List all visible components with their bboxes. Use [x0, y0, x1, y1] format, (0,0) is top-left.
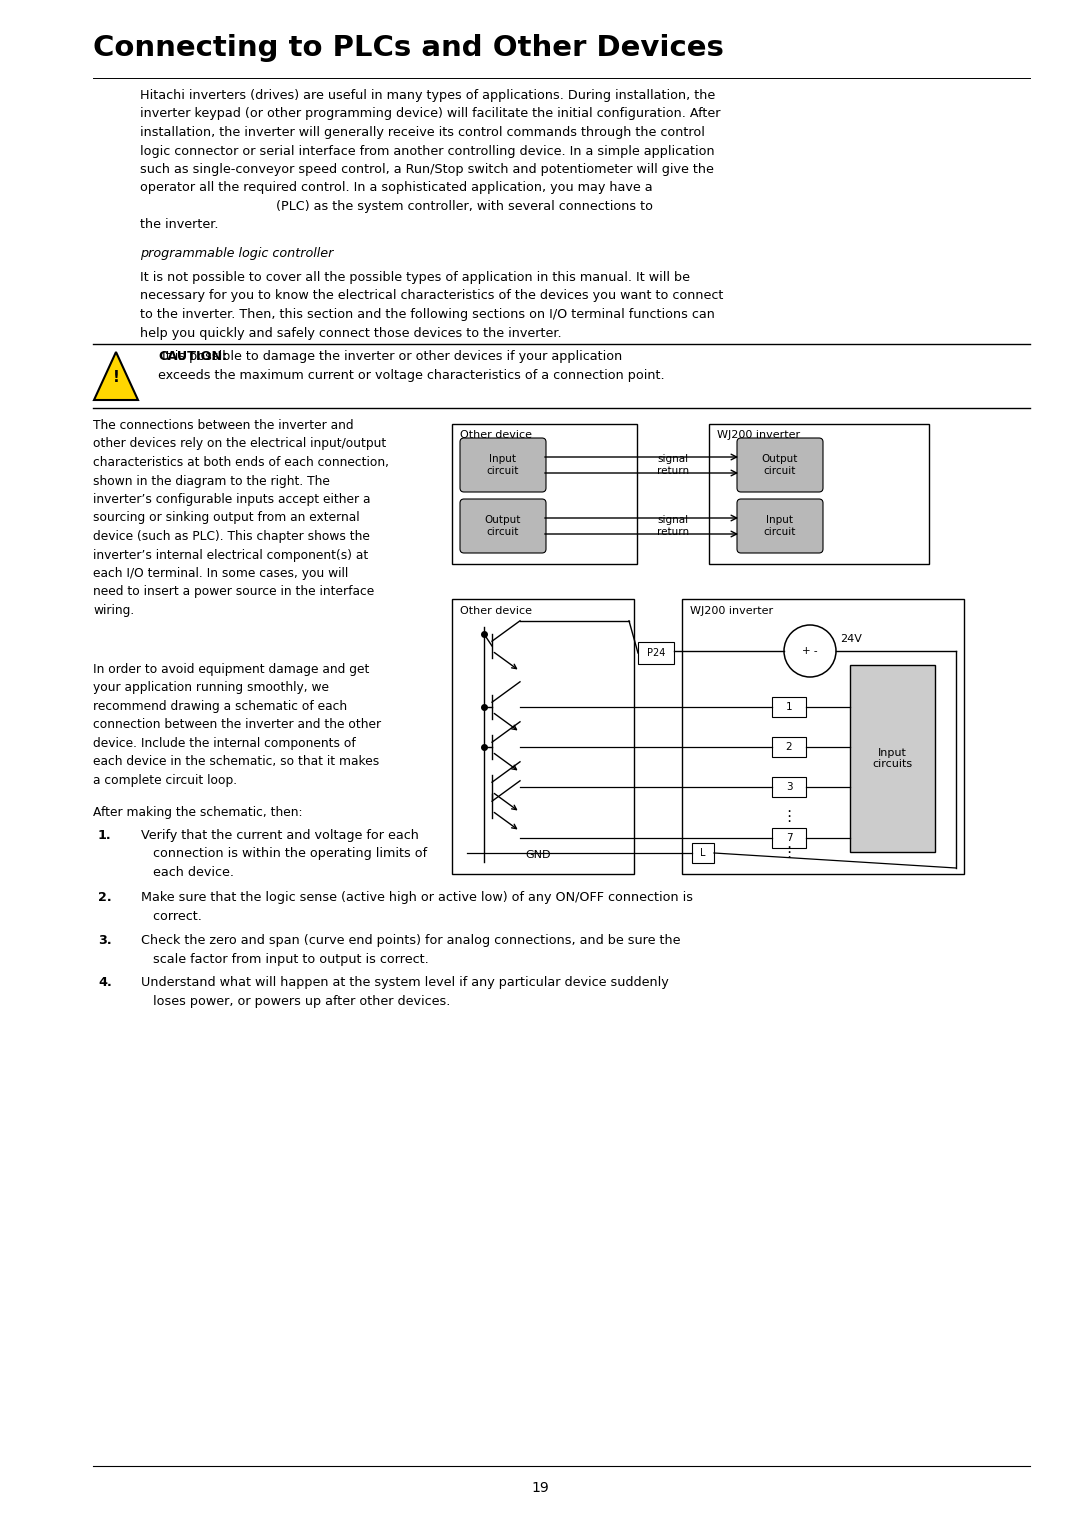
Text: It is not possible to cover all the possible types of application in this manual: It is not possible to cover all the poss… — [140, 272, 724, 339]
Text: GND: GND — [525, 850, 551, 861]
Text: ⋮: ⋮ — [781, 845, 797, 861]
Text: 3: 3 — [785, 781, 793, 792]
FancyBboxPatch shape — [708, 424, 929, 565]
Text: Make sure that the logic sense (active high or active low) of any ON/OFF connect: Make sure that the logic sense (active h… — [141, 891, 693, 923]
Text: 24V: 24V — [840, 633, 862, 644]
FancyBboxPatch shape — [850, 665, 935, 852]
Text: + -: + - — [802, 645, 818, 656]
FancyBboxPatch shape — [453, 600, 634, 874]
Text: 2.: 2. — [98, 891, 111, 903]
FancyBboxPatch shape — [772, 697, 806, 717]
Text: 2: 2 — [785, 742, 793, 752]
FancyBboxPatch shape — [772, 737, 806, 757]
FancyBboxPatch shape — [638, 642, 674, 664]
Text: Other device: Other device — [460, 430, 532, 439]
FancyBboxPatch shape — [681, 600, 964, 874]
FancyBboxPatch shape — [772, 829, 806, 848]
Text: signal
return: signal return — [657, 453, 689, 476]
Text: In order to avoid equipment damage and get
your application running smoothly, we: In order to avoid equipment damage and g… — [93, 662, 381, 787]
Text: L: L — [700, 848, 705, 858]
FancyBboxPatch shape — [460, 499, 546, 552]
FancyBboxPatch shape — [737, 499, 823, 552]
FancyBboxPatch shape — [692, 842, 714, 864]
Text: Output
circuit: Output circuit — [761, 455, 798, 476]
Text: 3.: 3. — [98, 934, 111, 948]
Text: 1.: 1. — [98, 829, 111, 842]
Text: ⋮: ⋮ — [781, 809, 797, 824]
FancyBboxPatch shape — [772, 777, 806, 797]
Text: P24: P24 — [647, 649, 665, 658]
Text: Input
circuits: Input circuits — [873, 748, 913, 769]
Text: Other device: Other device — [460, 606, 532, 617]
Text: WJ200 inverter: WJ200 inverter — [717, 430, 800, 439]
Text: CAUTION:: CAUTION: — [158, 349, 227, 363]
Text: Check the zero and span (curve end points) for analog connections, and be sure t: Check the zero and span (curve end point… — [141, 934, 680, 966]
Text: Hitachi inverters (drives) are useful in many types of applications. During inst: Hitachi inverters (drives) are useful in… — [140, 89, 720, 232]
Text: Connecting to PLCs and Other Devices: Connecting to PLCs and Other Devices — [93, 34, 724, 63]
Text: 4.: 4. — [98, 977, 111, 989]
Text: Verify that the current and voltage for each
   connection is within the operati: Verify that the current and voltage for … — [141, 829, 427, 879]
Text: 1: 1 — [785, 702, 793, 713]
Text: Input
circuit: Input circuit — [487, 455, 519, 476]
FancyBboxPatch shape — [460, 438, 546, 491]
Text: The connections between the inverter and
other devices rely on the electrical in: The connections between the inverter and… — [93, 420, 389, 617]
Polygon shape — [94, 353, 138, 400]
Text: Input
circuit: Input circuit — [764, 516, 796, 537]
Text: It is possible to damage the inverter or other devices if your application
excee: It is possible to damage the inverter or… — [158, 349, 664, 382]
FancyBboxPatch shape — [453, 424, 637, 565]
Text: Output
circuit: Output circuit — [485, 516, 522, 537]
Text: After making the schematic, then:: After making the schematic, then: — [93, 806, 302, 819]
Text: WJ200 inverter: WJ200 inverter — [690, 606, 773, 617]
FancyBboxPatch shape — [737, 438, 823, 491]
Text: signal
return: signal return — [657, 514, 689, 537]
Text: Understand what will happen at the system level if any particular device suddenl: Understand what will happen at the syste… — [141, 977, 669, 1007]
Text: 19: 19 — [531, 1482, 549, 1495]
Text: programmable logic controller: programmable logic controller — [140, 247, 334, 259]
Text: !: ! — [112, 371, 120, 386]
Text: 7: 7 — [785, 833, 793, 842]
